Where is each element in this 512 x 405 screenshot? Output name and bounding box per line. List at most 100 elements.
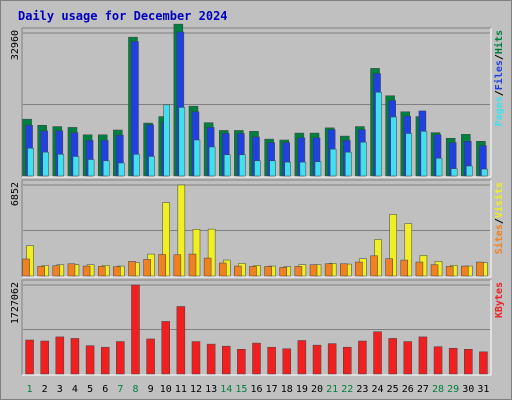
bar-pages-9 (148, 156, 155, 177)
bar-pages-5 (87, 159, 95, 177)
bar-sites-4 (67, 263, 76, 277)
bar-kbytes-10 (161, 321, 170, 375)
bar-pages-17 (269, 160, 276, 177)
bar-kbytes-22 (343, 346, 352, 375)
x-axis-labels: 1 2 3 4 5 6 7 8 9 10 11 12 13 14 15 16 17 18 19 20 21 22 23 24 2… (27, 384, 490, 395)
y-max-label: 32960 (10, 30, 21, 60)
bar-kbytes-5 (85, 345, 95, 375)
bar-kbytes-26 (403, 341, 413, 375)
bar-sites-23 (355, 261, 363, 277)
legend-text: Sites/Visits (493, 182, 505, 254)
bar-kbytes-4 (70, 338, 80, 375)
series-visits (26, 184, 488, 277)
bar-pages-2 (42, 151, 49, 177)
bar-kbytes-30 (464, 349, 473, 375)
series-sites (22, 253, 484, 277)
bar-kbytes-20 (312, 344, 322, 375)
chart-panels: 32960Pages/Files/Hits6852Sites/Visits172… (10, 23, 505, 376)
bar-kbytes-24 (373, 331, 382, 375)
bar-kbytes-29 (448, 347, 458, 375)
bar-pages-24 (375, 92, 382, 177)
legend-visits-sites: Sites/Visits (493, 182, 505, 254)
bar-kbytes-3 (55, 336, 65, 375)
bar-sites-24 (370, 255, 378, 277)
x-tick-label-8: 8 (132, 384, 138, 395)
bar-pages-26 (405, 133, 413, 177)
x-tick-label-4: 4 (72, 384, 78, 395)
bar-pages-21 (329, 148, 337, 177)
legend-entry-visits: Visits (493, 182, 505, 218)
bar-pages-13 (208, 146, 216, 177)
bar-pages-14 (223, 154, 231, 177)
bar-kbytes-17 (267, 346, 276, 375)
bar-pages-15 (239, 154, 246, 177)
bar-kbytes-7 (116, 341, 125, 375)
x-tick-label-13: 13 (205, 384, 217, 395)
bar-pages-29 (450, 168, 458, 177)
bar-sites-17 (264, 266, 272, 277)
bar-pages-30 (466, 165, 473, 177)
x-tick-label-24: 24 (372, 384, 384, 395)
bar-kbytes-2 (40, 340, 49, 375)
x-tick-label-25: 25 (387, 384, 399, 395)
bar-pages-20 (314, 161, 322, 177)
bar-sites-19 (294, 266, 303, 277)
bar-pages-31 (481, 168, 488, 177)
x-tick-label-3: 3 (57, 384, 63, 395)
x-tick-label-12: 12 (190, 384, 202, 395)
x-tick-label-20: 20 (311, 384, 323, 395)
legend-separator: / (494, 90, 505, 96)
panel-visits-sites: 6852 Sites/Visits (10, 179, 505, 278)
series-kbytes (25, 284, 488, 375)
bar-sites-3 (52, 265, 61, 277)
legend-separator: / (494, 218, 505, 224)
bar-kbytes-15 (237, 349, 246, 375)
bar-kbytes-23 (358, 340, 367, 375)
bar-sites-27 (415, 261, 424, 277)
panel-background (22, 180, 491, 277)
x-tick-label-18: 18 (281, 384, 293, 395)
bar-pages-23 (360, 141, 367, 177)
bar-kbytes-19 (297, 340, 307, 375)
legend-text: KBytes (494, 282, 505, 318)
x-tick-label-7: 7 (117, 384, 123, 395)
legend-entry-hits: Hits (493, 30, 505, 54)
x-tick-label-16: 16 (250, 384, 262, 395)
bar-kbytes-21 (327, 343, 337, 375)
bar-sites-21 (324, 263, 333, 277)
bar-kbytes-14 (221, 345, 231, 375)
x-tick-label-27: 27 (417, 384, 429, 395)
bar-kbytes-27 (418, 336, 428, 375)
bar-sites-1 (22, 258, 30, 277)
bar-visits-26 (404, 223, 413, 277)
bar-sites-9 (143, 259, 151, 277)
bar-kbytes-18 (282, 348, 292, 375)
bar-visits-11 (177, 184, 186, 277)
bar-sites-10 (158, 254, 166, 277)
x-tick-label-26: 26 (402, 384, 414, 395)
bar-kbytes-11 (176, 306, 186, 375)
bar-pages-22 (345, 151, 352, 177)
legend-entry-files: Files (493, 60, 505, 90)
bar-sites-29 (445, 266, 454, 277)
bar-sites-7 (113, 266, 121, 277)
legend-kbytes: KBytes (494, 282, 505, 318)
bar-pages-18 (284, 161, 292, 177)
x-tick-label-6: 6 (102, 384, 108, 395)
bar-sites-20 (309, 264, 318, 277)
x-tick-label-30: 30 (462, 384, 474, 395)
x-tick-label-11: 11 (175, 384, 187, 395)
bar-sites-6 (97, 266, 106, 277)
bar-sites-14 (218, 262, 227, 277)
bar-kbytes-6 (100, 346, 110, 375)
bar-sites-5 (82, 265, 91, 277)
bar-pages-6 (102, 160, 110, 177)
bar-sites-28 (430, 264, 439, 277)
bar-sites-25 (385, 258, 393, 277)
bar-pages-28 (435, 157, 443, 177)
x-tick-label-19: 19 (296, 384, 308, 395)
bar-pages-12 (193, 139, 201, 177)
bar-kbytes-25 (388, 338, 397, 375)
bar-kbytes-8 (131, 284, 140, 375)
bar-visits-10 (162, 202, 170, 277)
